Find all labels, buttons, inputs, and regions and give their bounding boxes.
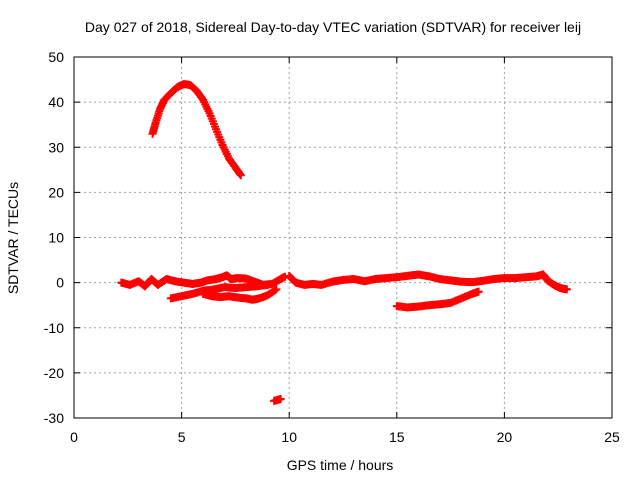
y-tick-label: 0 — [56, 275, 64, 291]
data-point — [276, 395, 285, 404]
data-point — [263, 280, 272, 289]
data-points — [117, 80, 571, 405]
y-tick-label: 50 — [48, 49, 64, 65]
y-axis-title: SDTVAR / TECUs — [5, 182, 21, 294]
data-point — [562, 285, 571, 294]
x-tick-label: 10 — [281, 429, 297, 445]
chart-title: Day 027 of 2018, Sidereal Day-to-day VTE… — [85, 19, 581, 35]
data-series-7 — [392, 287, 483, 312]
y-tick-label: -30 — [44, 410, 64, 426]
data-series-5 — [270, 395, 285, 405]
y-tick-label: 30 — [48, 139, 64, 155]
data-series-4 — [199, 285, 281, 304]
y-tick-label: 40 — [48, 94, 64, 110]
y-tick-label: -20 — [44, 365, 64, 381]
grid-lines — [74, 57, 612, 418]
x-tick-label: 0 — [70, 429, 78, 445]
y-tick-labels: -30 -20 -10 0 10 20 30 40 50 — [44, 49, 64, 426]
data-series-6 — [285, 270, 571, 294]
data-point — [272, 285, 281, 294]
y-tick-label: 20 — [48, 184, 64, 200]
x-tick-label: 20 — [497, 429, 513, 445]
axis-ticks — [73, 56, 613, 419]
x-tick-label: 5 — [178, 429, 186, 445]
x-tick-label: 25 — [604, 429, 620, 445]
x-axis-title: GPS time / hours — [287, 457, 394, 473]
y-tick-label: 10 — [48, 230, 64, 246]
data-point — [236, 171, 245, 180]
x-tick-labels: 0 5 10 15 20 25 — [70, 429, 620, 445]
data-point — [474, 287, 483, 296]
y-tick-label: -10 — [44, 320, 64, 336]
data-series-1 — [148, 80, 245, 180]
x-tick-label: 15 — [389, 429, 405, 445]
